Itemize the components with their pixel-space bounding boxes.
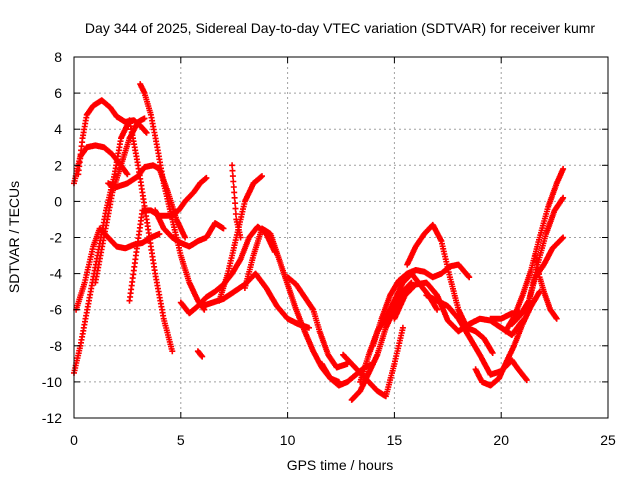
- x-tick-label: 15: [387, 432, 403, 448]
- series-sat-ac: [532, 252, 560, 322]
- series-sat-m: [194, 348, 206, 360]
- x-tick-label: 20: [493, 432, 509, 448]
- series-markers: [284, 274, 351, 371]
- y-axis-label: SDTVAR / TECUs: [6, 181, 22, 293]
- series-sat-s: [348, 279, 415, 403]
- y-tick-label: -8: [50, 338, 63, 354]
- series-sat-i: [152, 207, 227, 250]
- series-markers: [532, 252, 560, 322]
- series-sat-n: [199, 270, 312, 331]
- x-tick-label: 5: [177, 432, 185, 448]
- series-markers: [105, 162, 189, 241]
- y-tick-label: -2: [50, 230, 63, 246]
- series-markers: [404, 221, 496, 356]
- series-sat-ab: [502, 165, 567, 335]
- series-sat-y: [472, 288, 543, 389]
- y-tick-label: -10: [42, 374, 62, 390]
- grid-layer: [74, 57, 608, 418]
- y-tick-label: 8: [54, 49, 62, 65]
- y-tick-label: -6: [50, 302, 63, 318]
- y-tick-label: -12: [42, 410, 62, 426]
- series-sat-p: [284, 274, 351, 371]
- y-tick-label: -4: [50, 266, 63, 282]
- x-tick-label: 10: [280, 432, 296, 448]
- data-layer: [71, 81, 567, 403]
- series-markers: [199, 270, 312, 331]
- series-sat-v: [404, 221, 496, 356]
- x-tick-label: 25: [600, 432, 616, 448]
- series-markers: [229, 162, 244, 241]
- y-tick-label: 6: [54, 85, 62, 101]
- series-sat-l: [229, 162, 244, 241]
- series-markers: [348, 279, 415, 403]
- axis-layer: 0 5 10 15 20 25 -12 -10 -8 -6 -4 -2 0 2 4 6 8: [42, 49, 616, 448]
- series-markers: [152, 207, 227, 250]
- chart-title: Day 344 of 2025, Sidereal Day-to-day VTE…: [85, 20, 595, 36]
- y-tick-label: 2: [54, 157, 62, 173]
- series-markers: [502, 165, 567, 335]
- x-tick-label: 0: [70, 432, 78, 448]
- x-axis-label: GPS time / hours: [287, 457, 394, 473]
- y-tick-label: 4: [54, 121, 62, 137]
- series-markers: [194, 348, 206, 360]
- series-sat-g: [105, 162, 189, 241]
- series-markers: [472, 288, 543, 389]
- y-tick-label: 0: [54, 193, 62, 209]
